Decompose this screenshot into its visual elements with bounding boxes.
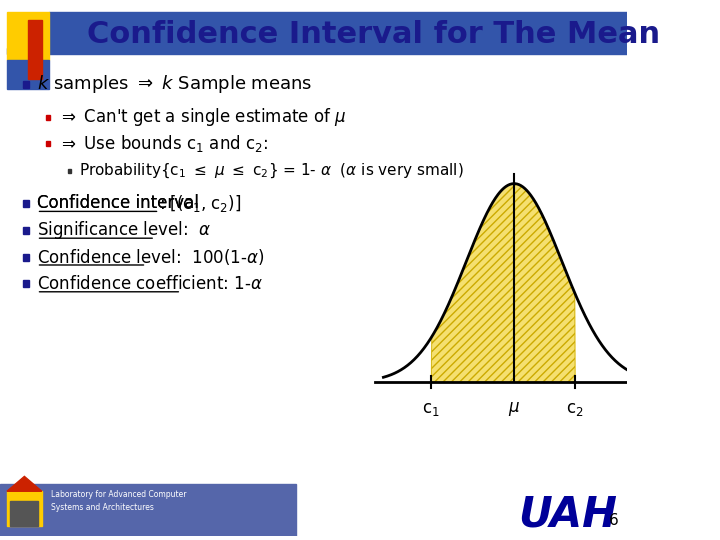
Text: c$_2$: c$_2$ <box>567 400 584 418</box>
Bar <box>7 491 42 526</box>
Polygon shape <box>431 184 575 382</box>
Text: $\Rightarrow$ Can't get a single estimate of $\mu$: $\Rightarrow$ Can't get a single estimat… <box>58 106 346 128</box>
Bar <box>68 168 71 173</box>
Bar <box>7 12 49 59</box>
Bar <box>46 141 50 146</box>
Text: UAH: UAH <box>518 493 618 535</box>
Bar <box>23 200 30 207</box>
Text: Confidence Interval for The Mean: Confidence Interval for The Mean <box>87 20 660 49</box>
Bar <box>0 484 296 536</box>
Bar <box>23 254 30 260</box>
Bar <box>28 20 42 79</box>
Bar <box>11 501 38 526</box>
Bar <box>23 280 30 287</box>
Text: Confidence interval: Confidence interval <box>37 194 199 212</box>
Text: Significance level:  $\alpha$: Significance level: $\alpha$ <box>37 219 211 241</box>
Text: $k$ samples $\Rightarrow$ $k$ Sample means: $k$ samples $\Rightarrow$ $k$ Sample mea… <box>37 73 312 96</box>
Text: : [(c$_1$, c$_2$)]: : [(c$_1$, c$_2$)] <box>159 193 242 214</box>
Text: Confidence level:  100(1-$\alpha$): Confidence level: 100(1-$\alpha$) <box>37 247 264 267</box>
Bar <box>7 48 627 53</box>
Text: Laboratory for Advanced Computer
Systems and Architectures: Laboratory for Advanced Computer Systems… <box>50 490 186 512</box>
Bar <box>23 227 30 234</box>
Bar <box>23 81 30 88</box>
Bar <box>46 114 50 119</box>
Text: 6: 6 <box>609 513 618 528</box>
Polygon shape <box>7 476 42 491</box>
Text: $\Rightarrow$ Use bounds c$_1$ and c$_2$:: $\Rightarrow$ Use bounds c$_1$ and c$_2$… <box>58 133 268 154</box>
Bar <box>7 59 49 89</box>
Text: Probability{c$_1$ $\leq$ $\mu$ $\leq$ c$_2$} = 1- $\alpha$  ($\alpha$ is very sm: Probability{c$_1$ $\leq$ $\mu$ $\leq$ c$… <box>79 161 464 180</box>
Text: Confidence interval: Confidence interval <box>37 194 199 212</box>
Text: $\mu$: $\mu$ <box>508 400 520 418</box>
Text: Confidence coefficient: 1-$\alpha$: Confidence coefficient: 1-$\alpha$ <box>37 275 263 293</box>
Bar <box>49 12 627 48</box>
Text: c$_1$: c$_1$ <box>423 400 440 418</box>
